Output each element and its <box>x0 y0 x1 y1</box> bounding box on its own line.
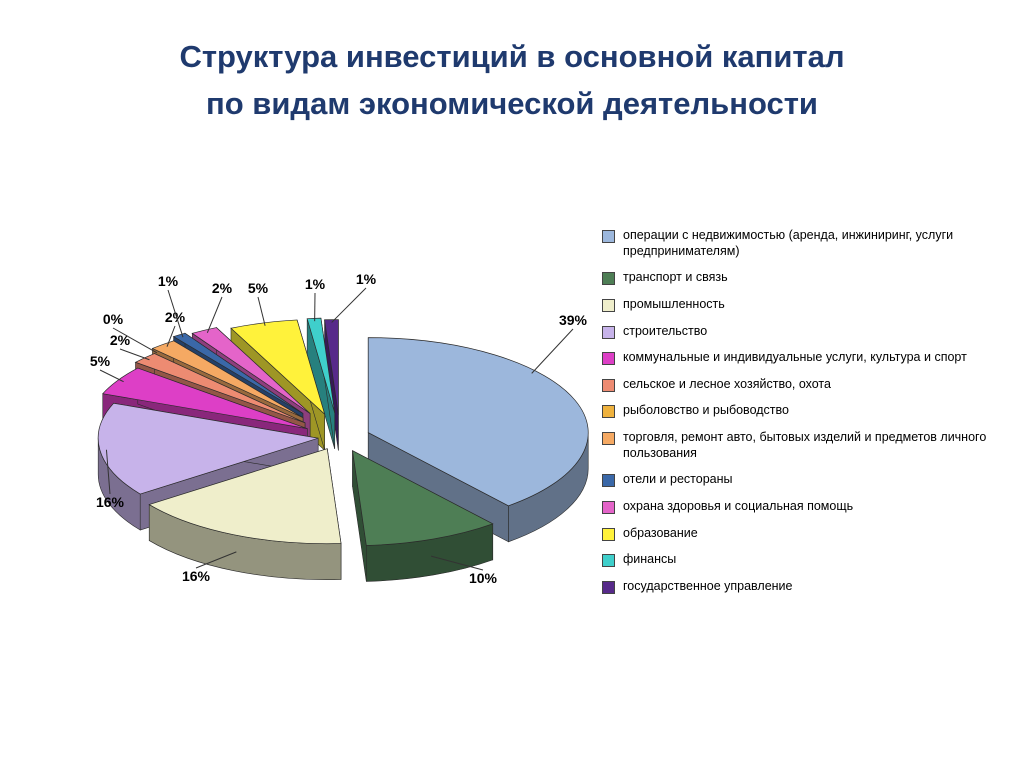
label-leader-line <box>99 369 124 383</box>
slice-percent-label: 2% <box>110 332 131 348</box>
label-leader-line <box>112 327 158 354</box>
pie-slice-top <box>324 319 339 415</box>
legend-color-swatch <box>602 298 615 312</box>
pie-slice-top <box>148 448 342 545</box>
legend-label: транспорт и связь <box>623 270 728 285</box>
legend-item: рыболовство и рыбоводство <box>602 403 994 419</box>
legend-item: промышленность <box>602 297 994 313</box>
legend-item: коммунальные и индивидуальные услуги, ку… <box>602 350 994 366</box>
legend-label: коммунальные и индивидуальные услуги, ку… <box>623 350 967 365</box>
label-leader-line <box>257 296 266 326</box>
slice-percent-label: 16% <box>96 494 125 510</box>
pie-slice-top <box>191 327 311 414</box>
slice-percent-label: 1% <box>305 276 326 292</box>
pie-slice-top <box>102 367 308 429</box>
title-line-1: Структура инвестиций в основной капитал <box>179 39 845 74</box>
legend-color-swatch <box>602 272 615 286</box>
slice-percent-label: 5% <box>248 280 269 296</box>
legend-item: финансы <box>602 552 994 568</box>
label-leader-line <box>166 325 176 347</box>
pie-slice-top <box>352 450 494 546</box>
legend-color-swatch <box>602 432 615 445</box>
title-line-2: по видам экономической деятельности <box>206 85 818 121</box>
legend-color-swatch <box>602 554 615 568</box>
legend-color-swatch <box>602 230 615 243</box>
legend-item: отели и рестораны <box>602 472 994 488</box>
slice-percent-label: 5% <box>90 353 111 369</box>
pie-slice-top <box>172 332 304 414</box>
legend-color-swatch <box>602 405 615 419</box>
label-leader-line <box>119 348 150 361</box>
pie-slice-top <box>230 319 326 416</box>
label-leader-line <box>167 289 184 338</box>
slice-percent-label: 1% <box>356 271 377 287</box>
pie-slice-top <box>151 340 304 419</box>
label-leader-line <box>195 551 237 569</box>
slice-percent-label: 10% <box>469 570 498 586</box>
label-leader-line <box>206 296 223 333</box>
legend-item: операции с недвижимостью (аренда, инжини… <box>602 228 994 259</box>
label-leader-line <box>105 449 111 495</box>
pie-slice <box>148 448 342 581</box>
legend-color-swatch <box>602 325 615 339</box>
legend-item: строительство <box>602 324 994 340</box>
slice-percent-label: 2% <box>212 280 233 296</box>
slice-percent-label: 39% <box>559 312 588 328</box>
legend-item: охрана здоровья и социальная помощь <box>602 499 994 515</box>
legend-label: финансы <box>623 552 677 567</box>
pie-slice <box>352 450 494 582</box>
legend-color-swatch <box>602 527 615 541</box>
legend-label: торговля, ремонт авто, бытовых изделий и… <box>623 430 987 460</box>
legend-label: промышленность <box>623 296 725 311</box>
chart-legend: операции с недвижимостью (аренда, инжини… <box>602 228 994 605</box>
legend-item: образование <box>602 526 994 542</box>
slice-percent-label: 0% <box>103 311 124 327</box>
legend-color-swatch <box>602 500 615 514</box>
legend-color-swatch <box>602 580 615 594</box>
legend-item: сельское и лесное хозяйство, охота <box>602 377 994 393</box>
legend-item: государственное управление <box>602 579 994 595</box>
legend-item: торговля, ремонт авто, бытовых изделий и… <box>602 430 994 461</box>
legend-label: образование <box>623 525 698 540</box>
legend-label: сельское и лесное хозяйство, охота <box>623 376 831 391</box>
label-leader-line <box>331 287 367 323</box>
legend-item: транспорт и связь <box>602 270 994 286</box>
label-leader-line <box>430 555 484 571</box>
legend-color-swatch <box>602 352 615 366</box>
pie-slice <box>306 317 336 450</box>
slice-percent-label: 1% <box>158 273 179 289</box>
legend-color-swatch <box>602 474 615 488</box>
pie-slice-top <box>367 337 589 507</box>
legend-label: рыболовство и рыбоводство <box>623 403 789 418</box>
slice-percent-label: 2% <box>165 309 186 325</box>
legend-label: государственное управление <box>623 578 793 593</box>
legend-label: операции с недвижимостью (аренда, инжини… <box>623 228 954 258</box>
legend-label: охрана здоровья и социальная помощь <box>623 498 854 513</box>
pie-slice-top <box>97 402 319 495</box>
legend-label: отели и рестораны <box>623 472 733 487</box>
label-leader-line <box>531 328 574 374</box>
legend-label: строительство <box>623 323 708 338</box>
legend-color-swatch <box>602 378 615 392</box>
pie-chart: 39% 10% 16% 16% 5% 2% 0% 2% 1% 2% 5% 1% 1% <box>90 271 589 586</box>
pie-slice-top <box>306 317 336 414</box>
slice-percent-label: 16% <box>182 568 211 584</box>
page-title: Структура инвестиций в основной капитал … <box>0 34 1024 127</box>
